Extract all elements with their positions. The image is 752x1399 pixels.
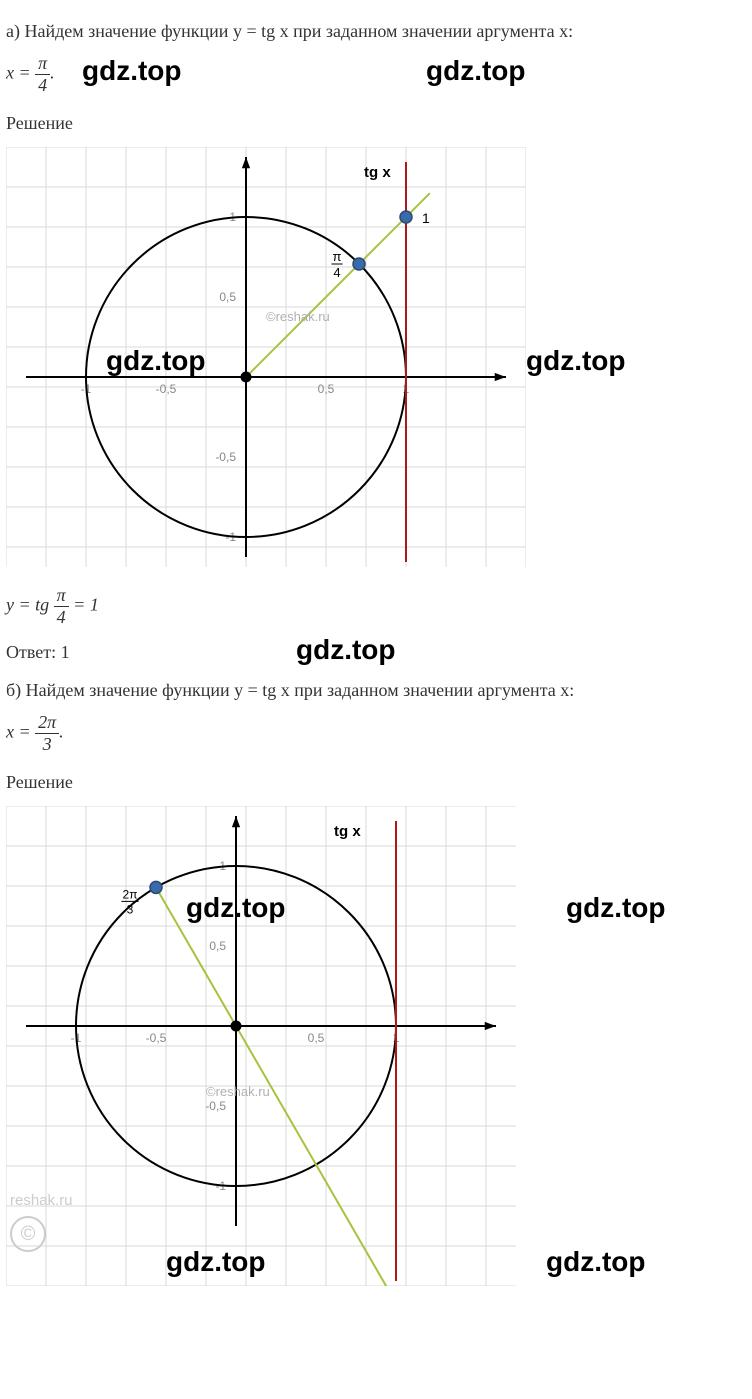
svg-text:0,5: 0,5 bbox=[308, 1031, 325, 1045]
svg-text:tg x: tg x bbox=[364, 164, 391, 181]
chart-b-svg: -1-0,50,51-1-0,50,51tg x2π3−√3 bbox=[6, 806, 516, 1286]
problem-a-given: x = π4. bbox=[6, 53, 746, 96]
problem-a-prompt: а) Найдем значение функции y = tg x при … bbox=[6, 18, 746, 45]
svg-text:π: π bbox=[333, 249, 342, 264]
watermark-text: gdz.top bbox=[566, 892, 666, 924]
svg-text:0,5: 0,5 bbox=[219, 290, 236, 304]
svg-text:tg x: tg x bbox=[334, 823, 361, 840]
svg-text:-0,5: -0,5 bbox=[215, 450, 236, 464]
problem-a-result: y = tg π4 = 1 bbox=[6, 585, 746, 628]
solution-label-b: Решение bbox=[6, 769, 746, 796]
problem-b-given: x = 2π3. bbox=[6, 712, 746, 755]
copyright-icon: © bbox=[10, 1216, 46, 1252]
svg-text:-0,5: -0,5 bbox=[146, 1031, 167, 1045]
watermark-text: gdz.top bbox=[526, 345, 626, 377]
chart-a-container: -1-0,50,51-1-0,50,51tg x1π4 gdz.top gdz.… bbox=[6, 147, 746, 567]
solution-label-a: Решение bbox=[6, 110, 746, 137]
svg-text:1: 1 bbox=[422, 210, 430, 226]
svg-text:0,5: 0,5 bbox=[318, 382, 335, 396]
chart-b-container: -1-0,50,51-1-0,50,51tg x2π3−√3 gdz.top g… bbox=[6, 806, 746, 1286]
svg-text:3: 3 bbox=[127, 902, 134, 916]
svg-text:-0,5: -0,5 bbox=[156, 382, 177, 396]
svg-text:2π: 2π bbox=[123, 887, 138, 901]
chart-a-svg: -1-0,50,51-1-0,50,51tg x1π4 bbox=[6, 147, 526, 567]
problem-b-prompt: б) Найдем значение функции y = tg x при … bbox=[6, 677, 746, 704]
svg-text:4: 4 bbox=[333, 265, 340, 280]
problem-a-answer: Ответ: 1 bbox=[6, 642, 746, 663]
watermark-text: gdz.top bbox=[546, 1246, 646, 1278]
svg-text:0,5: 0,5 bbox=[209, 939, 226, 953]
svg-text:-0,5: -0,5 bbox=[205, 1099, 226, 1113]
